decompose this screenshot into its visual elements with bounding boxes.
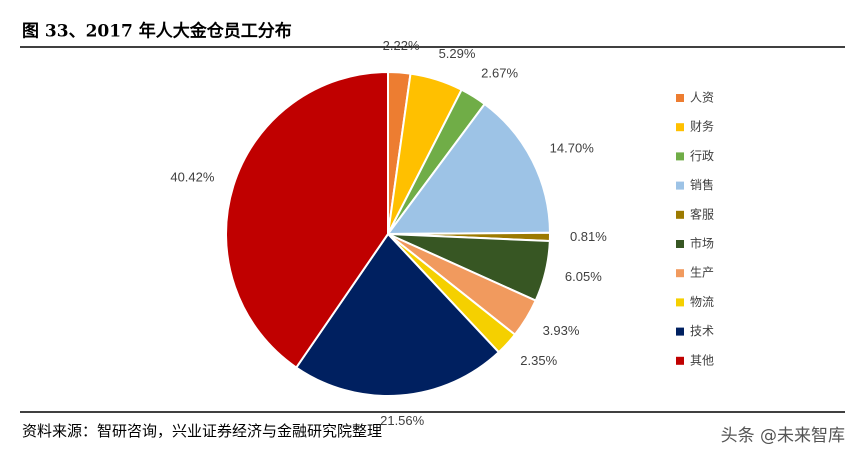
legend-swatch bbox=[676, 181, 684, 190]
legend-swatch bbox=[676, 123, 684, 132]
data-label: 2.67% bbox=[481, 66, 518, 81]
legend-swatch bbox=[676, 94, 684, 102]
legend-swatch bbox=[676, 269, 684, 278]
legend-swatch bbox=[676, 152, 684, 161]
chart-title: 图 33、2017 年人大金仓员工分布 bbox=[22, 21, 292, 42]
legend-label: 销售 bbox=[690, 177, 714, 192]
legend-label: 人资 bbox=[690, 91, 714, 105]
legend-label: 物流 bbox=[690, 295, 714, 309]
legend-label: 客服 bbox=[690, 206, 714, 221]
data-label: 5.29% bbox=[439, 46, 476, 61]
pie-slice bbox=[225, 70, 389, 369]
pie-slice bbox=[294, 232, 501, 397]
data-label: 40.42% bbox=[170, 170, 215, 185]
data-label: 2.22% bbox=[383, 38, 420, 53]
legend-swatch bbox=[676, 327, 684, 336]
legend-label: 行政 bbox=[690, 149, 714, 163]
legend-label: 市场 bbox=[690, 236, 714, 251]
legend-label: 生产 bbox=[690, 266, 714, 280]
pie-slice bbox=[385, 102, 552, 236]
data-label: 2.35% bbox=[520, 353, 557, 368]
data-label: 14.70% bbox=[550, 140, 595, 155]
legend-label: 技术 bbox=[690, 324, 714, 338]
source-note: 资料来源：智研咨询，兴业证券经济与金融研究院整理 bbox=[22, 422, 382, 440]
legend-swatch bbox=[676, 240, 684, 248]
legend-swatch bbox=[676, 298, 684, 307]
data-label: 21.56% bbox=[380, 413, 425, 428]
data-label: 3.93% bbox=[543, 323, 580, 338]
data-label: 0.81% bbox=[570, 229, 607, 244]
legend-label: 财务 bbox=[690, 119, 714, 134]
legend-label: 其他 bbox=[690, 353, 714, 367]
legend-swatch bbox=[676, 356, 684, 365]
legend-swatch bbox=[676, 210, 684, 219]
data-label: 6.05% bbox=[565, 269, 602, 284]
watermark: 头条 @未来智库 bbox=[721, 426, 845, 446]
